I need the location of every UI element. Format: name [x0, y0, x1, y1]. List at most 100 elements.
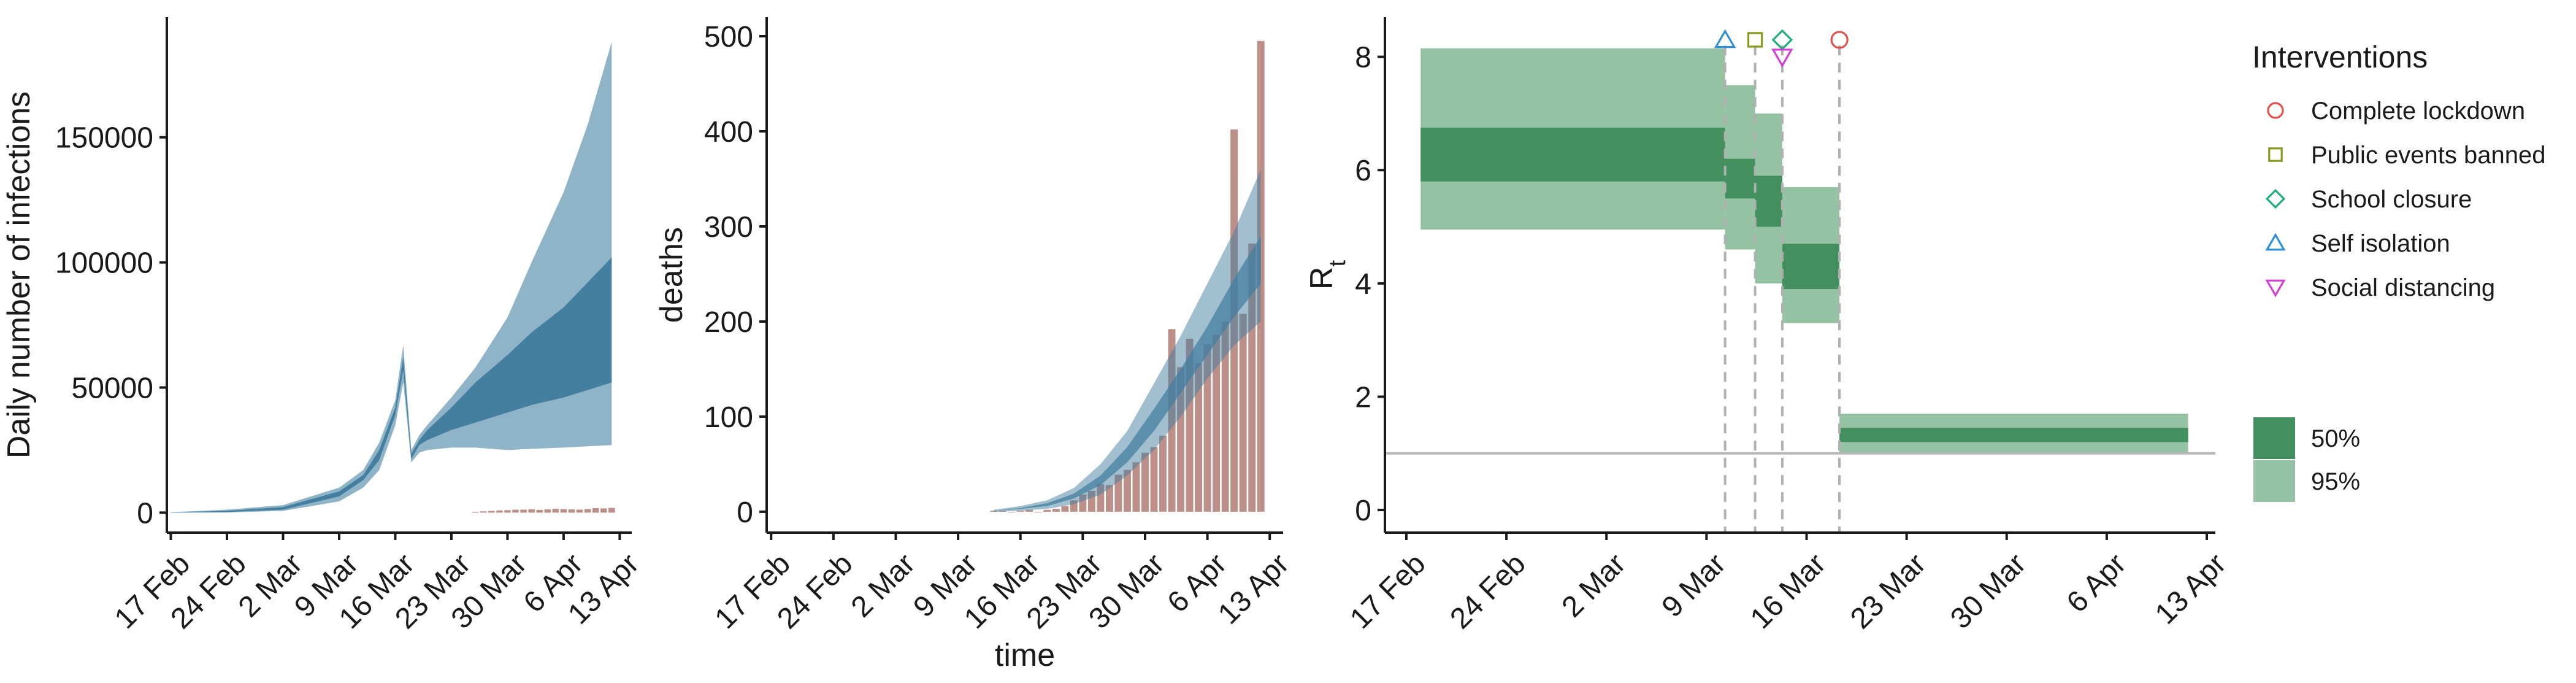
- x-tick-label: 17 Feb: [1344, 547, 1432, 635]
- case-bar: [504, 510, 511, 513]
- case-bar: [584, 509, 591, 513]
- y-tick-label: 500: [704, 21, 753, 53]
- legend-item-label: School closure: [2311, 186, 2472, 213]
- x-tick-label: 30 Mar: [1944, 547, 2032, 635]
- death-bar: [1105, 485, 1113, 512]
- x-tick-label: 24 Feb: [1444, 547, 1531, 635]
- y-axis-title-main: R: [1304, 267, 1340, 290]
- x-axis-title: time: [995, 638, 1055, 673]
- legend-band-label: 95%: [2311, 468, 2360, 495]
- x-tick-label: 13 Apr: [2149, 547, 2233, 631]
- legend-symbol-public-events-banned: [2268, 147, 2283, 162]
- death-bar: [1186, 338, 1194, 512]
- death-bar: [1239, 314, 1247, 512]
- death-bar: [1087, 490, 1095, 512]
- death-bar: [1221, 321, 1229, 512]
- death-bar: [1025, 509, 1033, 512]
- case-bar: [528, 509, 535, 513]
- case-bar: [536, 509, 543, 513]
- death-bar: [1248, 243, 1256, 512]
- case-bar: [488, 511, 495, 513]
- case-bar: [592, 508, 599, 513]
- case-bar: [608, 507, 615, 513]
- marker-social-distancing: [1771, 48, 1793, 68]
- x-tick-label: 23 Mar: [1844, 547, 1932, 635]
- legend-item-label: Public events banned: [2311, 142, 2546, 169]
- legend-band-label: 50%: [2311, 425, 2360, 452]
- case-bar: [512, 509, 519, 513]
- band-50: [171, 257, 612, 513]
- case-bar: [480, 511, 487, 513]
- death-bar: [1097, 484, 1105, 512]
- legend-symbol-complete-lockdown: [2267, 102, 2284, 119]
- death-bar: [1132, 462, 1140, 512]
- legend-symbol-school-closure: [2265, 188, 2286, 209]
- rt-panel: 0 2 4 6 8 17 Feb 24 Feb 2 Mar 9 Mar 16 Mar 23 Mar 3…: [1304, 17, 2233, 635]
- death-bar: [1079, 495, 1087, 512]
- marker-public-events-banned: [1747, 32, 1763, 48]
- y-tick-label: 150000: [55, 122, 153, 155]
- case-bar: [552, 509, 559, 513]
- y-tick-label: 0: [137, 497, 153, 530]
- y-tick-label: 400: [704, 116, 753, 149]
- y-tick-label: 100: [704, 401, 753, 434]
- rt-band-50: [1420, 128, 1725, 182]
- legend-band-swatch: [2253, 460, 2295, 502]
- death-bar: [1150, 447, 1158, 512]
- death-bar: [1213, 334, 1221, 512]
- death-bar: [1141, 452, 1149, 512]
- x-tick-label: 2 Mar: [1556, 547, 1632, 623]
- y-axis-title: deaths: [654, 227, 689, 323]
- y-tick-label: 300: [704, 211, 753, 244]
- death-bar: [1061, 506, 1069, 512]
- band-95: [171, 42, 612, 513]
- band-50: [994, 236, 1261, 511]
- death-bar: [1123, 469, 1131, 512]
- y-axis-title: Rt: [1304, 260, 1351, 290]
- legend-item-label: Self isolation: [2311, 230, 2450, 257]
- death-bar: [1257, 41, 1265, 512]
- death-bar: [1159, 435, 1167, 512]
- y-tick-label: 100000: [55, 247, 153, 280]
- death-bar: [1043, 509, 1051, 512]
- legend-symbol-social-distancing: [2265, 279, 2286, 298]
- case-bar: [560, 509, 567, 513]
- y-tick-label: 2: [1355, 381, 1371, 414]
- case-bar: [496, 510, 503, 513]
- y-tick-label: 0: [1355, 495, 1371, 527]
- x-tick-label: 9 Mar: [1656, 547, 1732, 623]
- rt-band-50: [1725, 158, 1755, 199]
- death-bar: [1195, 363, 1203, 512]
- death-bar: [1070, 500, 1078, 512]
- legend-band-swatch: [2253, 417, 2295, 459]
- legend-item-label: Complete lockdown: [2311, 98, 2525, 125]
- case-bar: [520, 509, 527, 513]
- death-bar: [1177, 367, 1185, 512]
- case-bar: [576, 509, 583, 513]
- x-tick-label: 16 Mar: [1744, 547, 1832, 635]
- rt-band-50: [1839, 428, 2188, 442]
- death-bar: [990, 511, 998, 512]
- case-bar: [544, 509, 551, 513]
- y-tick-label: 200: [704, 306, 753, 339]
- x-tick-label: 2 Mar: [232, 547, 309, 623]
- y-tick-label: 8: [1355, 42, 1371, 74]
- y-tick-label: 0: [737, 496, 753, 529]
- case-bar: [568, 509, 575, 513]
- x-tick-label: 2 Mar: [845, 547, 921, 623]
- x-tick-label: 6 Apr: [2061, 547, 2133, 619]
- x-tick-label: 13 Apr: [1212, 547, 1295, 631]
- death-bar: [1114, 474, 1122, 512]
- death-bar: [1203, 344, 1211, 512]
- death-bar: [1052, 509, 1060, 512]
- marker-self-isolation: [1714, 29, 1736, 48]
- y-axis-title-subscript: t: [1325, 260, 1351, 267]
- interventions-legend: Interventions Complete lockdown Public eve…: [2252, 40, 2546, 502]
- y-axis-title: Daily number of infections: [1, 91, 37, 458]
- case-bar: [600, 508, 607, 513]
- legend-item-label: Social distancing: [2311, 274, 2495, 301]
- y-tick-label: 6: [1355, 155, 1371, 187]
